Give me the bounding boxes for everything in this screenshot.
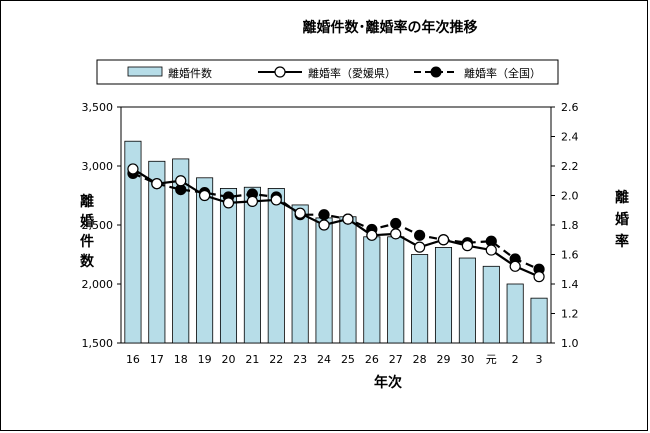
x-tick-label-2: 2 bbox=[512, 353, 519, 366]
left-tick-label: 2,000 bbox=[82, 278, 114, 291]
x-tick-label-24: 24 bbox=[317, 353, 331, 366]
bar-27 bbox=[387, 236, 405, 344]
point-ehime-21 bbox=[246, 195, 258, 207]
x-tick-label-18: 18 bbox=[174, 353, 188, 366]
point-national-24 bbox=[318, 209, 330, 221]
left-axis-title-char: 離 bbox=[80, 193, 94, 210]
point-ehime-22 bbox=[270, 194, 282, 206]
point-ehime-20 bbox=[222, 197, 235, 209]
left-axis-title-char: 件 bbox=[80, 233, 94, 250]
right-axis-title-char: 率 bbox=[615, 233, 629, 250]
bar-20 bbox=[219, 188, 238, 344]
bar-17 bbox=[148, 160, 166, 344]
x-axis-title: 年次 bbox=[374, 374, 402, 391]
x-tick-label-16: 16 bbox=[126, 353, 140, 366]
bar-30 bbox=[458, 257, 476, 344]
left-axis-title: 離婚件数 bbox=[80, 193, 95, 270]
bar-24 bbox=[315, 217, 333, 344]
bar-22 bbox=[267, 188, 285, 344]
x-axis-ticks: 16 17 18 19 20 21 22 23 24 25 26 27 28 29 30 元 2 3 bbox=[126, 353, 543, 366]
x-tick-label-27: 27 bbox=[389, 353, 403, 366]
bar-2 bbox=[506, 283, 524, 344]
point-ehime-17 bbox=[151, 178, 163, 190]
point-ehime-30 bbox=[461, 240, 473, 252]
right-tick-label: 2.2 bbox=[561, 160, 579, 173]
legend: 離婚件数 離婚率（愛媛県） 離婚率（全国） bbox=[96, 59, 559, 85]
point-ehime-28 bbox=[414, 241, 426, 253]
x-tick-label-22: 22 bbox=[269, 353, 283, 366]
legend-marker-national bbox=[430, 66, 442, 78]
bar-21 bbox=[243, 186, 261, 344]
bar-元 bbox=[482, 265, 500, 344]
series-lines bbox=[132, 168, 540, 278]
legend-marker-ehime bbox=[274, 66, 286, 78]
point-ehime-16 bbox=[127, 163, 139, 175]
right-tick-label: 2.4 bbox=[561, 131, 579, 144]
x-tick-label-26: 26 bbox=[365, 353, 379, 366]
bar-23 bbox=[291, 204, 309, 344]
x-tick-label-23: 23 bbox=[293, 353, 307, 366]
right-axis-ticks: 1.0 1.2 1.4 1.6 1.8 2.0 2.2 2.4 2.6 bbox=[551, 101, 579, 350]
bar-26 bbox=[363, 236, 381, 344]
x-tick-label-21: 21 bbox=[245, 353, 259, 366]
right-axis-title-char: 離 bbox=[615, 189, 629, 206]
legend-label-ehime: 離婚率（愛媛県） bbox=[308, 66, 396, 80]
x-tick-label-28: 28 bbox=[413, 353, 427, 366]
bar-29 bbox=[434, 247, 453, 344]
x-tick-label-3: 3 bbox=[536, 353, 543, 366]
point-ehime-29 bbox=[437, 234, 450, 246]
point-ehime-19 bbox=[199, 189, 211, 202]
left-axis-ticks: 1,500 2,000 2,500 3,000 3,500 bbox=[82, 101, 121, 350]
x-tick-label-25: 25 bbox=[341, 353, 355, 366]
point-ehime-3 bbox=[533, 271, 545, 283]
point-ehime-元 bbox=[485, 244, 497, 256]
legend-box bbox=[96, 59, 559, 85]
x-tick-label-17: 17 bbox=[150, 353, 164, 366]
right-axis-title-char: 婚 bbox=[615, 211, 629, 228]
right-axis-title: 離婚率 bbox=[615, 189, 629, 250]
point-ehime-25 bbox=[342, 213, 354, 225]
point-ehime-18 bbox=[175, 175, 187, 187]
legend-label-national: 離婚率（全国） bbox=[464, 66, 541, 80]
left-tick-label: 3,500 bbox=[82, 101, 114, 114]
legend-label-count: 離婚件数 bbox=[168, 66, 212, 80]
right-tick-label: 2.0 bbox=[561, 190, 579, 203]
right-tick-label: 1.8 bbox=[561, 219, 579, 232]
bar-18 bbox=[172, 158, 190, 344]
x-tick-label-30: 30 bbox=[460, 353, 474, 366]
right-tick-label: 1.2 bbox=[561, 308, 579, 321]
left-tick-label: 3,000 bbox=[82, 160, 114, 173]
point-ehime-23 bbox=[294, 207, 306, 219]
x-tick-label-20: 20 bbox=[222, 353, 236, 366]
line-ehime bbox=[132, 168, 540, 278]
left-tick-label: 2,500 bbox=[82, 219, 114, 232]
right-tick-label: 2.6 bbox=[561, 101, 579, 114]
point-national-27 bbox=[390, 217, 402, 230]
series-markers bbox=[127, 163, 545, 283]
left-tick-label: 1,500 bbox=[82, 337, 114, 350]
x-tick-label-29: 29 bbox=[437, 353, 451, 366]
bar-28 bbox=[411, 254, 429, 344]
x-tick-label-元: 元 bbox=[486, 353, 497, 366]
legend-bar-swatch bbox=[127, 66, 163, 77]
point-ehime-24 bbox=[318, 219, 330, 231]
point-ehime-26 bbox=[366, 229, 378, 241]
bar-16 bbox=[124, 140, 142, 344]
right-tick-label: 1.4 bbox=[561, 278, 579, 291]
chart-title: 離婚件数･離婚率の年次推移 bbox=[303, 19, 478, 36]
left-axis-title-char: 数 bbox=[80, 253, 95, 270]
bar-3 bbox=[530, 297, 548, 344]
x-tick-label-19: 19 bbox=[198, 353, 212, 366]
right-tick-label: 1.6 bbox=[561, 249, 579, 262]
bar-25 bbox=[339, 216, 357, 344]
bars bbox=[124, 140, 548, 344]
right-tick-label: 1.0 bbox=[561, 337, 579, 350]
left-axis-title-char: 婚 bbox=[80, 213, 94, 230]
point-ehime-27 bbox=[390, 228, 402, 240]
point-ehime-2 bbox=[509, 260, 521, 272]
point-national-28 bbox=[414, 229, 426, 241]
bar-19 bbox=[196, 177, 214, 344]
